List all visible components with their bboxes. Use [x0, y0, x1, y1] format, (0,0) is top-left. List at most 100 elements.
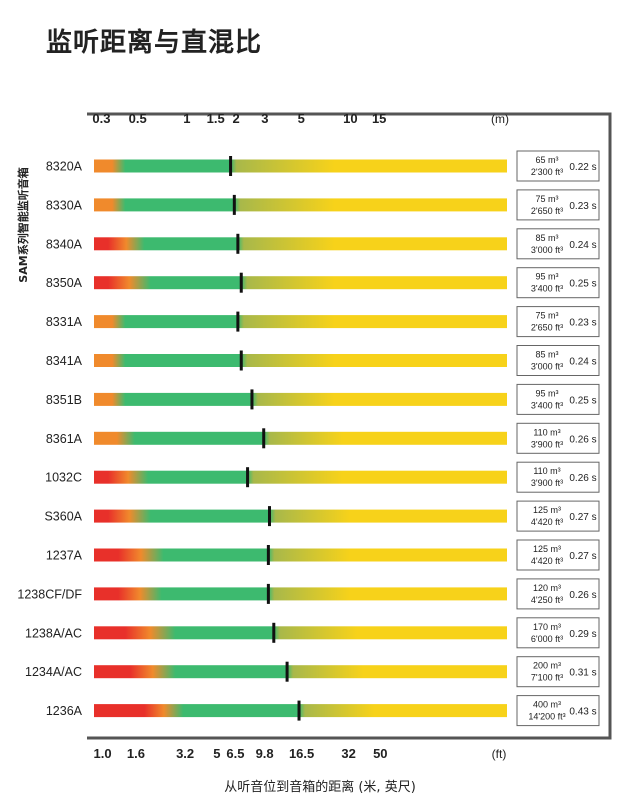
distance-bar	[94, 315, 507, 329]
model-row: 8351B 95 m³ 3'400 ft³ 0.25 s	[46, 383, 600, 415]
y-axis-label: SAM系列智能监听音箱	[16, 167, 30, 282]
room-volume-ft3: 7'100 ft³	[531, 673, 563, 683]
top-tick-label: 10	[343, 111, 357, 126]
critical-distance-marker	[236, 233, 240, 254]
top-tick-label: 3	[261, 111, 268, 126]
room-volume-m3: 200 m³	[533, 661, 561, 671]
critical-distance-marker	[232, 194, 236, 215]
room-info-box	[516, 539, 600, 571]
bottom-tick-label: 9.8	[256, 746, 274, 761]
room-volume-m3: 125 m³	[533, 544, 561, 554]
model-row: 8341A 85 m³ 3'000 ft³ 0.24 s	[46, 345, 600, 376]
room-volume-ft3: 14'200 ft³	[528, 712, 565, 722]
room-volume-ft3: 3'400 ft³	[531, 284, 563, 294]
model-row: 8331A 75 m³ 2'650 ft³ 0.23 s	[46, 306, 600, 338]
distance-bar	[94, 509, 507, 523]
reverb-time: 0.43 s	[569, 707, 596, 718]
top-unit-label: (m)	[491, 112, 509, 126]
model-label: 8361A	[46, 432, 83, 446]
reverb-time: 0.23 s	[569, 201, 596, 212]
model-label: 8341A	[46, 354, 83, 368]
room-volume-ft3: 4'420 ft³	[531, 517, 563, 527]
top-tick-label: 5	[298, 111, 305, 126]
room-volume-m3: 110 m³	[533, 466, 560, 476]
model-label: 8330A	[46, 198, 83, 212]
distance-bar	[94, 626, 507, 640]
model-row: 1238CF/DF 120 m³ 4'250 ft³ 0.26 s	[17, 578, 600, 610]
model-label: 1236A	[46, 704, 83, 718]
bottom-tick-label: 3.2	[176, 746, 194, 761]
reverb-time: 0.26 s	[569, 590, 596, 601]
x-axis-label: 从听音位到音箱的距离 (米, 英尺)	[224, 780, 416, 795]
room-volume-m3: 65 m³	[535, 155, 558, 165]
room-volume-ft3: 3'900 ft³	[531, 478, 563, 488]
critical-distance-marker	[266, 545, 270, 565]
reverb-time: 0.26 s	[569, 434, 596, 445]
model-label: 1032C	[45, 471, 82, 485]
critical-distance-marker	[297, 700, 301, 721]
room-volume-m3: 85 m³	[535, 350, 558, 360]
reverb-time: 0.24 s	[569, 240, 596, 251]
model-label: 1237A	[46, 549, 83, 563]
model-label: 1238A/AC	[25, 626, 82, 640]
room-volume-m3: 120 m³	[533, 583, 561, 593]
bottom-tick-label: 1.0	[93, 746, 111, 761]
room-volume-m3: 125 m³	[533, 505, 561, 515]
distance-bar	[94, 198, 507, 212]
room-info-box	[516, 422, 600, 454]
reverb-time: 0.27 s	[569, 512, 596, 523]
bottom-tick-label: 32	[341, 746, 355, 761]
bottom-tick-label: 6.5	[226, 746, 244, 761]
room-volume-ft3: 3'400 ft³	[531, 400, 563, 410]
distance-bar	[94, 548, 507, 562]
top-tick-label: 1.5	[207, 111, 225, 126]
room-info-box	[516, 345, 600, 376]
top-tick-label: 1	[183, 111, 190, 126]
room-volume-ft3: 3'000 ft³	[531, 362, 563, 372]
distance-chart: 0.3 0.5 1 1.5 2 3 5 10 15 (m) 1.0 1.6 3.2 5 6.5 9.8 16.…	[16, 111, 612, 761]
room-volume-m3: 75 m³	[535, 194, 558, 204]
room-info-box	[516, 383, 600, 415]
room-volume-m3: 400 m³	[533, 700, 561, 710]
distance-bar	[94, 665, 507, 679]
room-volume-ft3: 4'420 ft³	[531, 556, 563, 566]
room-volume-ft3: 4'250 ft³	[531, 595, 563, 605]
model-row: 8361A 110 m³ 3'900 ft³ 0.26 s	[46, 422, 600, 454]
model-label: S360A	[44, 510, 82, 524]
model-row: 1032C 110 m³ 3'900 ft³ 0.26 s	[45, 461, 600, 493]
distance-bar	[94, 237, 507, 251]
reverb-time: 0.27 s	[569, 551, 596, 562]
room-info-box	[516, 189, 600, 221]
room-volume-ft3: 2'650 ft³	[531, 323, 563, 333]
reverb-time: 0.26 s	[569, 473, 596, 484]
chart-frame	[87, 112, 612, 740]
room-info-box	[516, 306, 600, 338]
model-label: 8340A	[46, 237, 83, 251]
critical-distance-marker	[239, 272, 243, 293]
critical-distance-marker	[267, 506, 271, 527]
room-volume-ft3: 3'000 ft³	[531, 245, 563, 255]
model-row: 8340A 85 m³ 3'000 ft³ 0.24 s	[46, 228, 600, 260]
room-info-box	[516, 461, 600, 493]
bottom-tick-label: 1.6	[127, 746, 145, 761]
model-row: 8330A 75 m³ 2'650 ft³ 0.23 s	[46, 189, 600, 221]
critical-distance-marker	[250, 389, 254, 410]
distance-bar	[94, 159, 507, 173]
model-row: 1236A 400 m³ 14'200 ft³ 0.43 s	[46, 695, 600, 727]
chart-title: 监听距离与直混比	[46, 28, 263, 58]
room-info-box	[516, 656, 600, 688]
model-label: 8350A	[46, 276, 83, 290]
model-label: 8320A	[46, 160, 83, 174]
critical-distance-marker	[236, 311, 240, 332]
model-row: 1237A 125 m³ 4'420 ft³ 0.27 s	[46, 539, 600, 571]
model-row: 1234A/AC 200 m³ 7'100 ft³ 0.31 s	[25, 656, 600, 688]
room-volume-m3: 95 m³	[535, 388, 558, 398]
distance-bar	[94, 431, 507, 445]
room-volume-ft3: 6'000 ft³	[531, 634, 563, 644]
room-info-box	[516, 267, 600, 299]
bottom-unit-label: (ft)	[492, 747, 507, 761]
frame-border	[87, 112, 612, 740]
model-row: 8350A 95 m³ 3'400 ft³ 0.25 s	[46, 267, 600, 299]
model-label: 8331A	[46, 315, 83, 329]
critical-distance-marker	[272, 622, 276, 643]
